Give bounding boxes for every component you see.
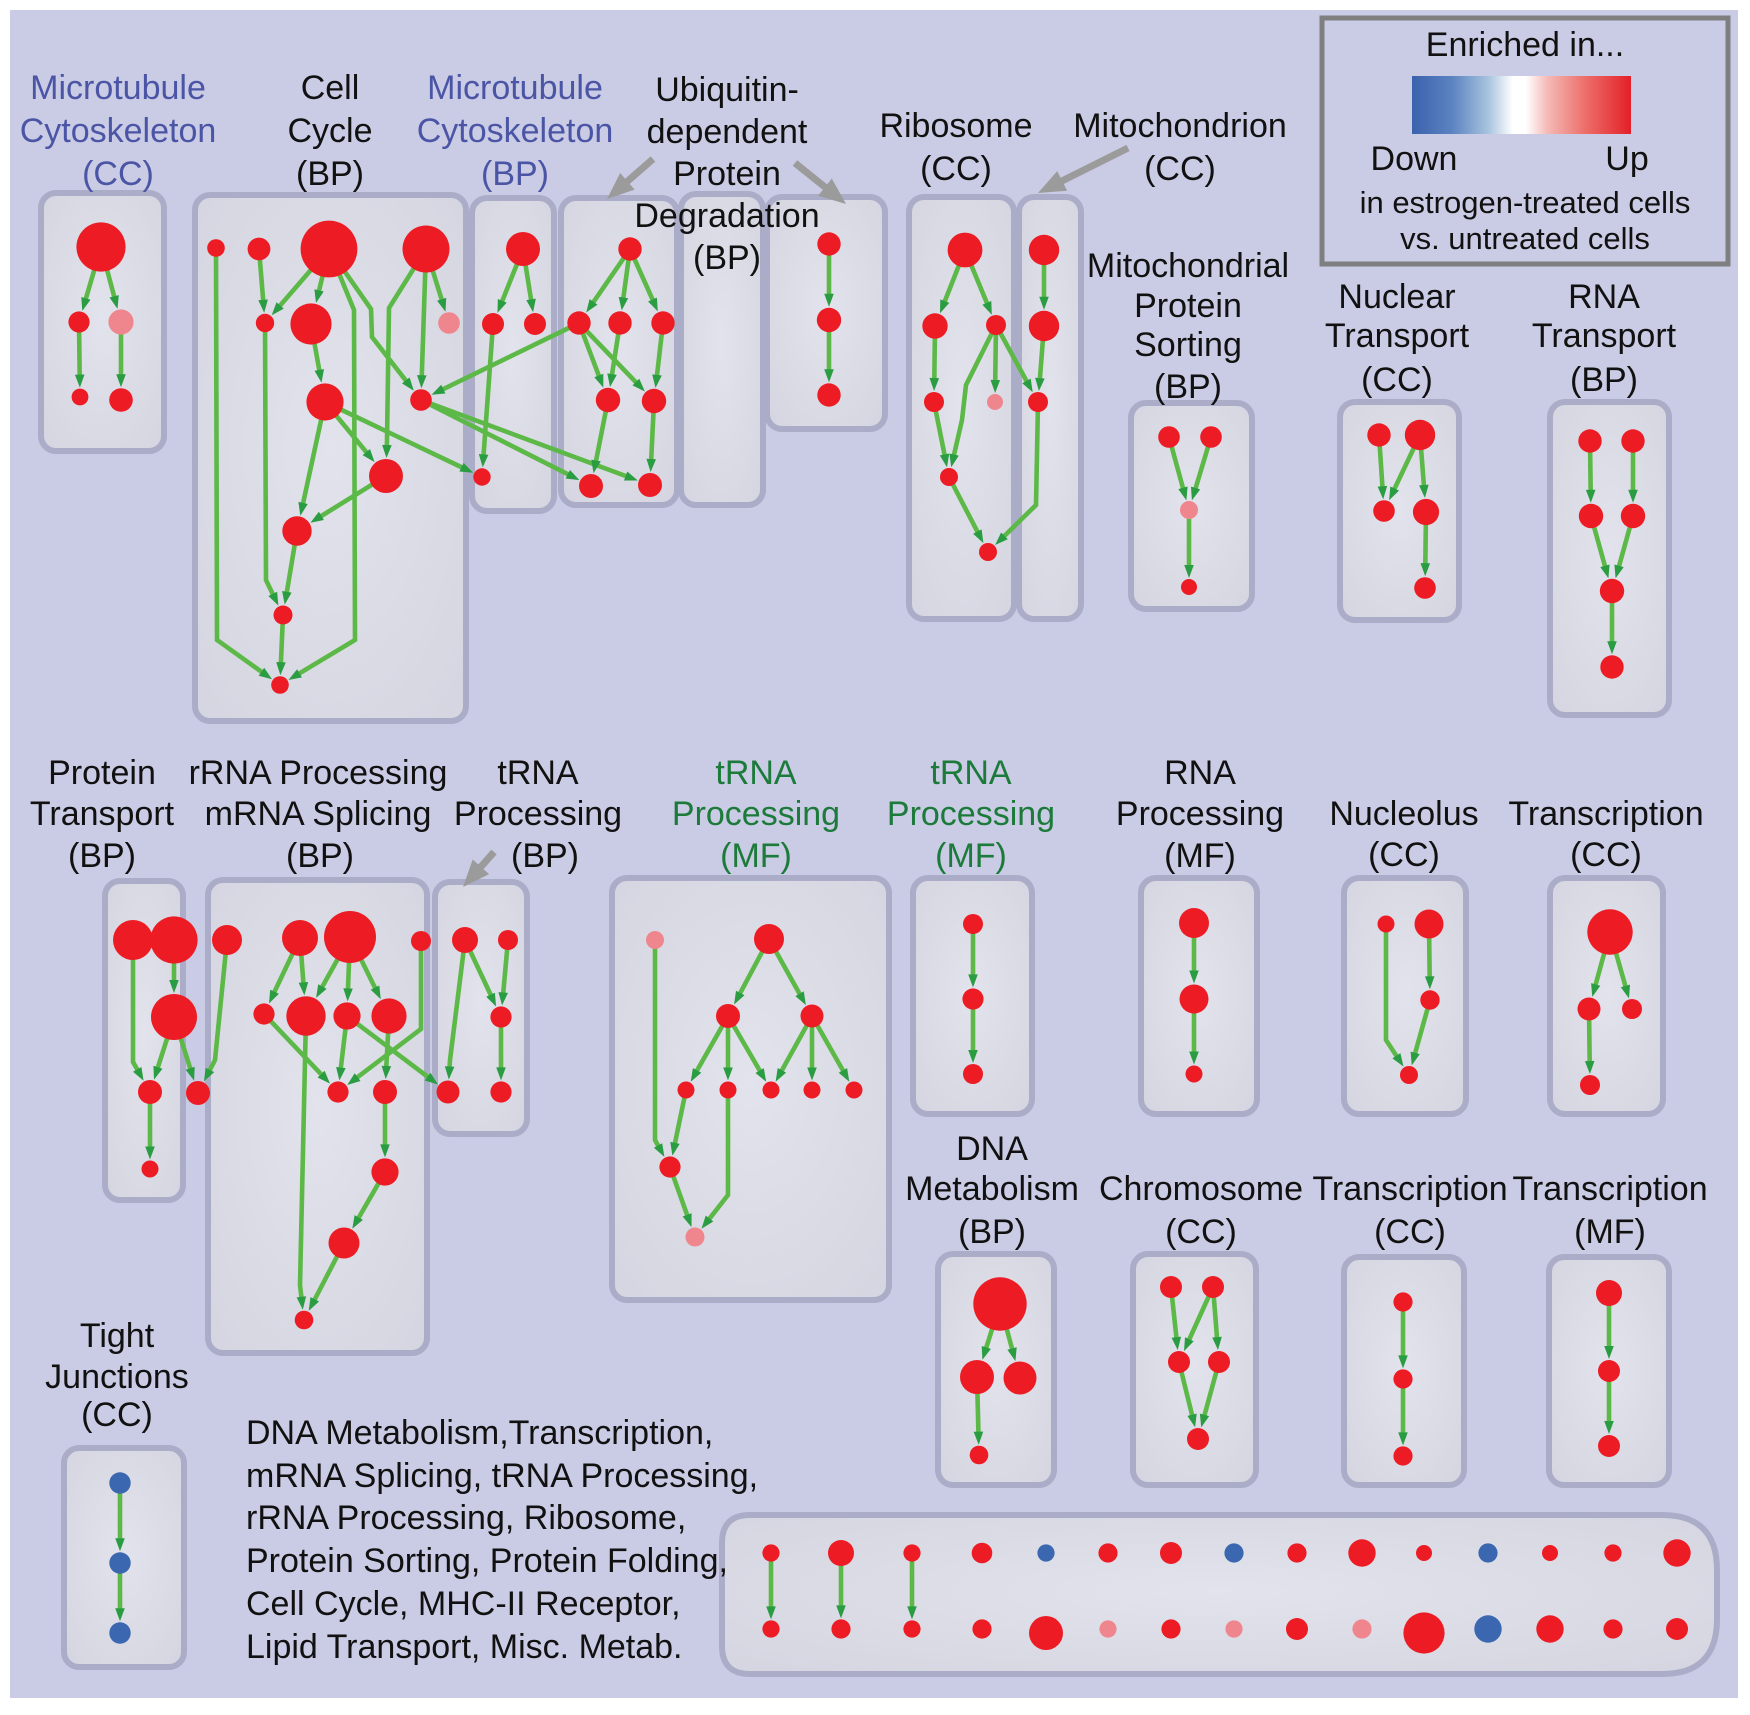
svg-text:Tight: Tight xyxy=(80,1317,155,1355)
svg-text:Cell: Cell xyxy=(301,69,360,107)
svg-text:dependent: dependent xyxy=(647,113,808,151)
svg-text:Processing: Processing xyxy=(887,795,1055,833)
svg-text:(BP): (BP) xyxy=(296,155,364,193)
svg-text:Protein: Protein xyxy=(48,754,156,792)
svg-text:Enriched in...: Enriched in... xyxy=(1426,26,1624,64)
svg-text:(CC): (CC) xyxy=(1570,836,1642,874)
svg-text:Cell Cycle, MHC-II Receptor,: Cell Cycle, MHC-II Receptor, xyxy=(246,1585,681,1623)
svg-text:Cycle: Cycle xyxy=(287,112,372,150)
svg-text:Ribosome: Ribosome xyxy=(879,107,1032,145)
svg-text:Transcription: Transcription xyxy=(1508,795,1703,833)
svg-text:Mitochondrial: Mitochondrial xyxy=(1087,247,1289,285)
svg-text:Lipid Transport, Misc. Metab.: Lipid Transport, Misc. Metab. xyxy=(246,1628,683,1666)
svg-text:(BP): (BP) xyxy=(68,837,136,875)
svg-text:Cytoskeleton: Cytoskeleton xyxy=(417,112,614,150)
svg-text:Junctions: Junctions xyxy=(45,1358,189,1396)
svg-text:Protein: Protein xyxy=(673,155,781,193)
svg-text:(CC): (CC) xyxy=(1361,361,1433,399)
svg-text:Ubiquitin-: Ubiquitin- xyxy=(655,71,799,109)
svg-text:Protein Sorting, Protein Foldi: Protein Sorting, Protein Folding, xyxy=(246,1542,728,1580)
svg-text:(CC): (CC) xyxy=(1144,150,1216,188)
svg-text:Down: Down xyxy=(1371,140,1458,178)
svg-text:Mitochondrion: Mitochondrion xyxy=(1073,107,1287,145)
svg-text:DNA Metabolism,Transcription,: DNA Metabolism,Transcription, xyxy=(246,1414,713,1452)
svg-text:Metabolism: Metabolism xyxy=(905,1170,1079,1208)
svg-text:(BP): (BP) xyxy=(511,837,579,875)
svg-text:Transport: Transport xyxy=(30,795,175,833)
svg-text:Processing: Processing xyxy=(454,795,622,833)
svg-text:Sorting: Sorting xyxy=(1134,326,1242,364)
svg-text:rRNA Processing, Ribosome,: rRNA Processing, Ribosome, xyxy=(246,1499,686,1537)
svg-text:(CC): (CC) xyxy=(920,150,992,188)
svg-text:Degradation: Degradation xyxy=(634,197,819,235)
svg-text:(CC): (CC) xyxy=(1368,836,1440,874)
svg-text:Chromosome: Chromosome xyxy=(1099,1170,1303,1208)
svg-text:Cytoskeleton: Cytoskeleton xyxy=(20,112,217,150)
svg-text:Protein: Protein xyxy=(1134,287,1242,325)
svg-text:(CC): (CC) xyxy=(1374,1213,1446,1251)
svg-text:Nuclear: Nuclear xyxy=(1338,278,1455,316)
svg-text:RNA: RNA xyxy=(1164,754,1236,792)
svg-text:(MF): (MF) xyxy=(935,837,1007,875)
svg-text:(CC): (CC) xyxy=(82,155,154,193)
svg-text:(CC): (CC) xyxy=(1165,1213,1237,1251)
svg-text:(BP): (BP) xyxy=(958,1213,1026,1251)
svg-text:Processing: Processing xyxy=(672,795,840,833)
svg-text:Processing: Processing xyxy=(1116,795,1284,833)
svg-text:Transport: Transport xyxy=(1532,317,1677,355)
svg-text:vs. untreated cells: vs. untreated cells xyxy=(1400,221,1650,256)
svg-text:Microtubule: Microtubule xyxy=(30,69,206,107)
svg-text:(BP): (BP) xyxy=(1154,368,1222,406)
svg-text:DNA: DNA xyxy=(956,1130,1028,1168)
svg-text:(MF): (MF) xyxy=(1164,837,1236,875)
svg-text:Transport: Transport xyxy=(1325,317,1470,355)
svg-text:(BP): (BP) xyxy=(1570,361,1638,399)
svg-text:(CC): (CC) xyxy=(81,1396,153,1434)
svg-text:(BP): (BP) xyxy=(286,837,354,875)
svg-text:(MF): (MF) xyxy=(720,837,792,875)
svg-text:mRNA Splicing, tRNA Processing: mRNA Splicing, tRNA Processing, xyxy=(246,1457,758,1495)
svg-text:tRNA: tRNA xyxy=(715,754,797,792)
svg-text:(MF): (MF) xyxy=(1574,1213,1646,1251)
svg-text:rRNA Processing: rRNA Processing xyxy=(189,754,448,792)
svg-text:(BP): (BP) xyxy=(693,239,761,277)
svg-text:tRNA: tRNA xyxy=(930,754,1012,792)
svg-text:Up: Up xyxy=(1605,140,1648,178)
svg-text:Transcription: Transcription xyxy=(1512,1170,1707,1208)
svg-text:Transcription: Transcription xyxy=(1312,1170,1507,1208)
svg-text:RNA: RNA xyxy=(1568,278,1640,316)
svg-text:Microtubule: Microtubule xyxy=(427,69,603,107)
svg-text:mRNA Splicing: mRNA Splicing xyxy=(205,795,432,833)
svg-text:(BP): (BP) xyxy=(481,155,549,193)
svg-text:in estrogen-treated cells: in estrogen-treated cells xyxy=(1360,185,1691,220)
svg-text:Nucleolus: Nucleolus xyxy=(1329,795,1478,833)
svg-text:tRNA: tRNA xyxy=(497,754,579,792)
